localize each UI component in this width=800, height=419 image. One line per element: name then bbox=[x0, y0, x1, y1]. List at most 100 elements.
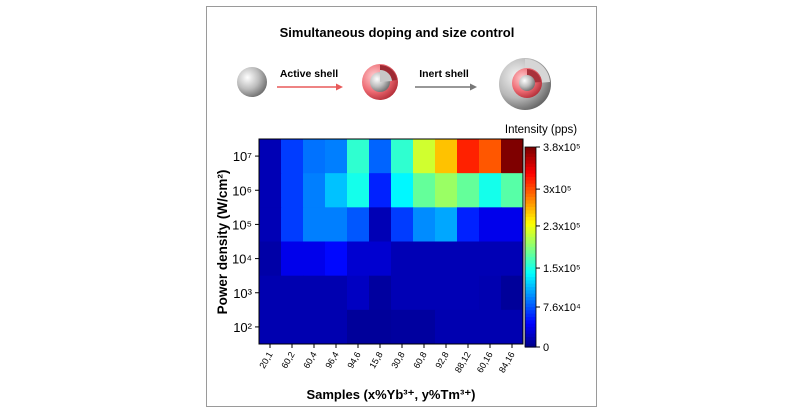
heatmap-cell bbox=[435, 309, 458, 345]
x-tick-label: 60,4 bbox=[301, 350, 318, 370]
heatmap-cell bbox=[391, 139, 414, 174]
core-particle-icon bbox=[237, 67, 267, 97]
colorbar-segment bbox=[525, 260, 536, 265]
x-tick-label: 60,8 bbox=[411, 350, 428, 370]
heatmap-cell bbox=[347, 309, 370, 345]
colorbar-title: Intensity (pps) bbox=[505, 124, 577, 136]
heatmap-cell bbox=[435, 173, 458, 208]
heatmap-cell bbox=[435, 139, 458, 174]
core-shell-particle-icon bbox=[362, 64, 398, 100]
heatmap-cell bbox=[501, 241, 524, 277]
colorbar-segment bbox=[525, 267, 536, 271]
heatmap-cell bbox=[413, 241, 436, 277]
colorbar-segment bbox=[525, 170, 536, 175]
colorbar-segment bbox=[525, 317, 536, 321]
y-tick-label: 10⁶ bbox=[232, 183, 252, 198]
heatmap-cell bbox=[391, 241, 414, 277]
heatmap-cell bbox=[435, 241, 458, 277]
heatmap-cell bbox=[457, 309, 480, 345]
heatmap-cell bbox=[413, 173, 436, 208]
colorbar-segment bbox=[525, 203, 536, 208]
heatmap-cell bbox=[325, 173, 348, 208]
figure-panel: Simultaneous doping and size control Act… bbox=[206, 6, 597, 407]
colorbar bbox=[524, 146, 537, 348]
colorbar-segment bbox=[525, 157, 536, 161]
colorbar-segment bbox=[525, 173, 536, 178]
colorbar-segment bbox=[525, 190, 536, 195]
heatmap-cell bbox=[281, 139, 304, 174]
heatmap-cell bbox=[303, 139, 326, 174]
heatmap-cell bbox=[281, 275, 304, 311]
heatmap-cell bbox=[501, 173, 524, 208]
heatmap-cell bbox=[479, 207, 502, 242]
colorbar-segment bbox=[525, 153, 536, 158]
heatmap-cell bbox=[501, 275, 524, 311]
colorbar-segment bbox=[525, 217, 536, 221]
colorbar-segment bbox=[525, 273, 536, 278]
heatmap-cell bbox=[369, 275, 392, 311]
active-shell-arrowhead bbox=[336, 83, 343, 91]
heatmap-cell bbox=[391, 309, 414, 345]
heatmap-cell bbox=[369, 139, 392, 174]
x-axis-ticks: 20,1 60,2 60,4 96,4 94,6 15,8 30,8 60,8 92,8 88,1… bbox=[257, 344, 517, 375]
x-tick-label: 96,4 bbox=[323, 350, 340, 370]
colorbar-segment bbox=[525, 253, 536, 258]
heatmap-cell bbox=[325, 241, 348, 277]
heatmap-cell bbox=[303, 207, 326, 242]
colorbar-segment bbox=[525, 230, 536, 235]
heatmap-cell bbox=[435, 207, 458, 242]
y-axis-label: Power density (W/cm²) bbox=[215, 170, 230, 315]
heatmap-cell bbox=[457, 173, 480, 208]
x-tick-label: 84,16 bbox=[497, 350, 517, 375]
colorbar-segment bbox=[525, 277, 536, 281]
y-tick-label: 10² bbox=[233, 320, 252, 335]
chart-svg: Simultaneous doping and size control Act… bbox=[215, 25, 581, 402]
heatmap-cell bbox=[347, 275, 370, 311]
heatmap-cell bbox=[479, 309, 502, 345]
colorbar-segment bbox=[525, 293, 536, 298]
colorbar-tick-label: 1.5x10⁵ bbox=[543, 263, 581, 275]
heatmap-cell bbox=[303, 275, 326, 311]
heatmap-cell bbox=[501, 139, 524, 174]
colorbar-segment bbox=[525, 303, 536, 308]
heatmap-cell bbox=[347, 207, 370, 242]
heatmap-cell bbox=[479, 173, 502, 208]
heatmap-cell bbox=[501, 207, 524, 242]
colorbar-segment bbox=[525, 210, 536, 215]
heatmap-cell bbox=[303, 241, 326, 277]
heatmap-cell bbox=[369, 309, 392, 345]
colorbar-segment bbox=[525, 180, 536, 185]
colorbar-segment bbox=[525, 327, 536, 331]
heatmap-cell bbox=[501, 309, 524, 345]
colorbar-segment bbox=[525, 233, 536, 238]
colorbar-segment bbox=[525, 163, 536, 168]
colorbar-segment bbox=[525, 323, 536, 328]
colorbar-segment bbox=[525, 207, 536, 211]
colorbar-segment bbox=[525, 240, 536, 245]
plot-frame bbox=[258, 138, 524, 345]
heatmap-cell bbox=[325, 207, 348, 242]
colorbar-segment bbox=[525, 237, 536, 241]
inert-shell-arrowhead bbox=[470, 83, 477, 91]
heatmap-cell bbox=[347, 241, 370, 277]
colorbar-segment bbox=[525, 263, 536, 268]
heatmap-cell bbox=[479, 139, 502, 174]
y-tick-label: 10³ bbox=[233, 286, 252, 301]
figure-title: Simultaneous doping and size control bbox=[280, 25, 515, 40]
colorbar-segment bbox=[525, 213, 536, 218]
x-tick-label: 30,8 bbox=[389, 350, 406, 370]
heatmap-cell bbox=[479, 275, 502, 311]
colorbar-segment bbox=[525, 223, 536, 228]
core-shell-shell-particle-icon bbox=[499, 58, 551, 110]
heatmap-cell bbox=[435, 275, 458, 311]
heatmap-cell bbox=[303, 309, 326, 345]
colorbar-segment bbox=[525, 177, 536, 181]
colorbar-segment bbox=[525, 160, 536, 165]
colorbar-segment bbox=[525, 337, 536, 341]
x-tick-label: 60,16 bbox=[475, 350, 495, 375]
colorbar-segment bbox=[525, 287, 536, 291]
colorbar-segment bbox=[525, 307, 536, 311]
colorbar-ticks: 3.8x10⁵ 3x10⁵ 2.3x10⁵ 1.5x10⁵ 7.6x10⁴ 0 bbox=[536, 142, 581, 354]
colorbar-segment bbox=[525, 187, 536, 191]
heatmap-cell bbox=[457, 207, 480, 242]
